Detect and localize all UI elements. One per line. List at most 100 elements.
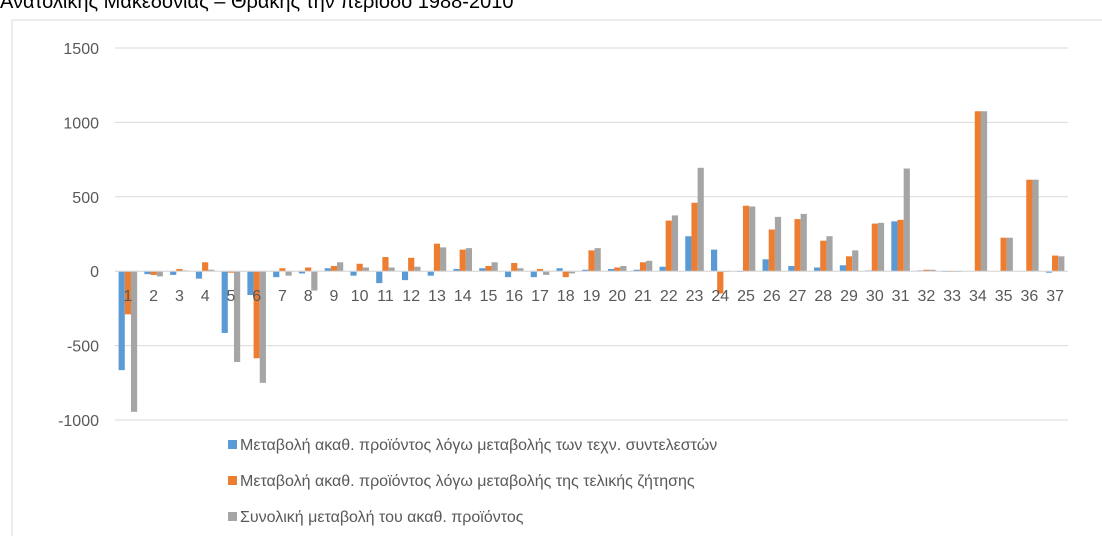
bar bbox=[144, 271, 151, 275]
x-tick-label: 21 bbox=[634, 288, 652, 305]
bar bbox=[877, 222, 885, 272]
x-tick-label: 30 bbox=[866, 288, 884, 305]
bar bbox=[504, 271, 512, 278]
bar bbox=[659, 266, 666, 272]
bar bbox=[311, 271, 318, 291]
bar bbox=[176, 268, 183, 272]
bar bbox=[717, 271, 724, 294]
bar bbox=[440, 247, 447, 272]
bar bbox=[511, 263, 518, 272]
bar bbox=[582, 269, 589, 272]
x-tick-label: 11 bbox=[377, 288, 394, 305]
y-tick-label: -500 bbox=[67, 339, 99, 356]
legend-swatch bbox=[228, 476, 237, 485]
x-tick-label: 9 bbox=[329, 288, 338, 305]
bar bbox=[852, 250, 859, 272]
bar bbox=[568, 271, 576, 274]
bar bbox=[665, 220, 672, 272]
bar bbox=[620, 265, 627, 272]
bar bbox=[814, 267, 821, 272]
bar bbox=[170, 271, 177, 275]
bar bbox=[929, 269, 936, 272]
bar bbox=[330, 265, 338, 272]
bar bbox=[903, 168, 910, 272]
bar bbox=[614, 267, 621, 272]
bar bbox=[826, 236, 833, 272]
bar bbox=[711, 249, 718, 272]
bar bbox=[871, 223, 878, 272]
bar bbox=[845, 256, 853, 272]
bar bbox=[1006, 237, 1013, 272]
x-tick-label: 27 bbox=[789, 288, 807, 305]
bar bbox=[130, 271, 138, 412]
bar bbox=[788, 265, 795, 272]
x-tick-label: 24 bbox=[711, 288, 729, 305]
bar bbox=[124, 271, 131, 315]
bar bbox=[273, 271, 280, 278]
bar bbox=[298, 271, 306, 274]
bar bbox=[794, 219, 801, 272]
x-tick-label: 12 bbox=[402, 288, 420, 305]
y-tick-label: 1500 bbox=[63, 41, 99, 58]
bar bbox=[208, 269, 215, 272]
bar bbox=[195, 271, 203, 279]
bar bbox=[259, 271, 266, 383]
bar bbox=[305, 267, 312, 272]
x-tick-label: 10 bbox=[351, 288, 369, 305]
bar bbox=[820, 240, 827, 272]
bar bbox=[697, 167, 704, 272]
legend-swatch bbox=[228, 440, 237, 449]
bar bbox=[453, 268, 460, 272]
x-tick-label: 35 bbox=[995, 288, 1013, 305]
x-tick-label: 7 bbox=[278, 288, 287, 305]
x-tick-label: 34 bbox=[969, 288, 987, 305]
bar bbox=[401, 271, 409, 281]
bar bbox=[556, 268, 563, 272]
bar bbox=[639, 262, 647, 272]
x-tick-label: 16 bbox=[505, 288, 523, 305]
bar bbox=[897, 219, 904, 272]
bar bbox=[742, 205, 750, 272]
x-tick-label: 37 bbox=[1046, 288, 1064, 305]
x-tick-label: 13 bbox=[428, 288, 446, 305]
bar bbox=[118, 271, 125, 371]
x-tick-label: 25 bbox=[737, 288, 755, 305]
x-tick-label: 5 bbox=[226, 288, 235, 305]
x-tick-label: 19 bbox=[583, 288, 601, 305]
bar bbox=[247, 271, 254, 296]
bar bbox=[1000, 237, 1007, 272]
bar bbox=[536, 268, 544, 272]
bar bbox=[376, 271, 383, 284]
bar bbox=[253, 271, 260, 359]
chart-title: Ανατολικής Μακεδονίας – Θράκης την περίο… bbox=[0, 0, 513, 13]
y-tick-label: 1000 bbox=[63, 115, 99, 132]
x-tick-label: 26 bbox=[763, 288, 781, 305]
bar bbox=[1026, 179, 1033, 272]
x-tick-label: 17 bbox=[531, 288, 549, 305]
bar bbox=[762, 259, 769, 272]
legend-swatch bbox=[228, 512, 237, 521]
bar bbox=[685, 236, 692, 272]
bar bbox=[233, 271, 241, 362]
bar bbox=[479, 268, 486, 272]
bar bbox=[382, 257, 389, 272]
legend-label: Μεταβολή ακαθ. προϊόντος λόγω μεταβολής … bbox=[240, 473, 695, 490]
bar bbox=[923, 269, 930, 272]
chart-frame bbox=[11, 19, 1102, 536]
bar bbox=[891, 221, 898, 272]
bar bbox=[362, 267, 369, 272]
bar bbox=[671, 215, 679, 272]
x-tick-label: 1 bbox=[123, 288, 132, 305]
bar bbox=[980, 111, 988, 272]
bar bbox=[408, 257, 415, 272]
bar bbox=[465, 248, 472, 272]
bar bbox=[156, 271, 163, 277]
bar bbox=[774, 216, 782, 272]
x-tick-label: 15 bbox=[480, 288, 498, 305]
x-tick-label: 2 bbox=[149, 288, 158, 305]
x-tick-label: 33 bbox=[943, 288, 961, 305]
x-tick-label: 22 bbox=[660, 288, 678, 305]
x-tick-label: 20 bbox=[608, 288, 626, 305]
y-tick-label: -1000 bbox=[58, 413, 99, 430]
